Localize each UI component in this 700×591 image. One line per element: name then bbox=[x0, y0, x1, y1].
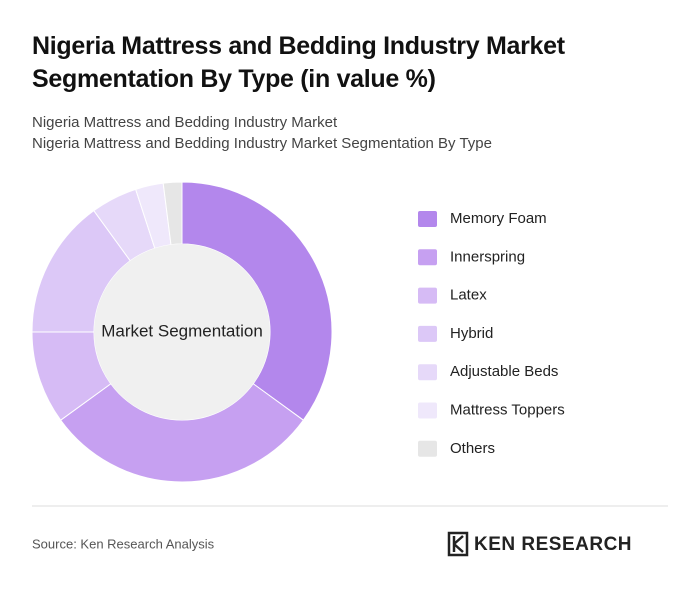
logo-icon bbox=[452, 535, 464, 553]
legend-swatch bbox=[418, 325, 437, 342]
subtitle: Nigeria Mattress and Bedding Industry Ma… bbox=[32, 114, 338, 131]
legend-swatch bbox=[418, 249, 437, 266]
legend-swatch bbox=[418, 211, 437, 227]
logo-icon bbox=[447, 531, 469, 557]
brand: KEN RESEARCH bbox=[474, 534, 632, 555]
legend-label: Others bbox=[450, 440, 495, 457]
legend-label: Latex bbox=[450, 287, 487, 304]
legend-label: Adjustable Beds bbox=[450, 363, 558, 380]
legend-label: Mattress Toppers bbox=[450, 401, 565, 418]
legend-label: Memory Foam bbox=[450, 210, 547, 227]
logo: KEN RESEARCH bbox=[447, 531, 632, 557]
legend-swatch bbox=[418, 287, 437, 304]
chart-title: Nigeria Mattress and Bedding Industry Ma… bbox=[32, 32, 565, 93]
center-label: Market Segmentation bbox=[101, 321, 263, 340]
legend-label: Innerspring bbox=[450, 248, 525, 265]
donut-hole bbox=[94, 244, 270, 420]
legend-swatch bbox=[418, 364, 437, 381]
legend-swatch bbox=[418, 440, 437, 457]
legend-label: Hybrid bbox=[450, 325, 493, 342]
subtitle: Nigeria Mattress and Bedding Industry Ma… bbox=[32, 135, 492, 152]
source: Source: Ken Research Analysis bbox=[32, 536, 215, 551]
legend-swatch bbox=[418, 402, 437, 419]
